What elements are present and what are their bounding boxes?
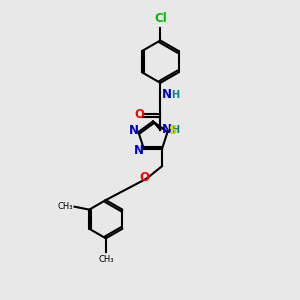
Text: CH₃: CH₃ <box>98 255 114 264</box>
Text: O: O <box>139 171 149 184</box>
Text: N: N <box>129 124 139 137</box>
Text: O: O <box>134 108 144 121</box>
Text: N: N <box>134 144 144 157</box>
Text: CH₃: CH₃ <box>57 202 73 211</box>
Text: Cl: Cl <box>154 12 167 25</box>
Text: S: S <box>168 124 176 137</box>
Text: N: N <box>162 123 172 136</box>
Text: H: H <box>172 125 180 135</box>
Text: H: H <box>172 90 180 100</box>
Text: N: N <box>162 88 172 101</box>
